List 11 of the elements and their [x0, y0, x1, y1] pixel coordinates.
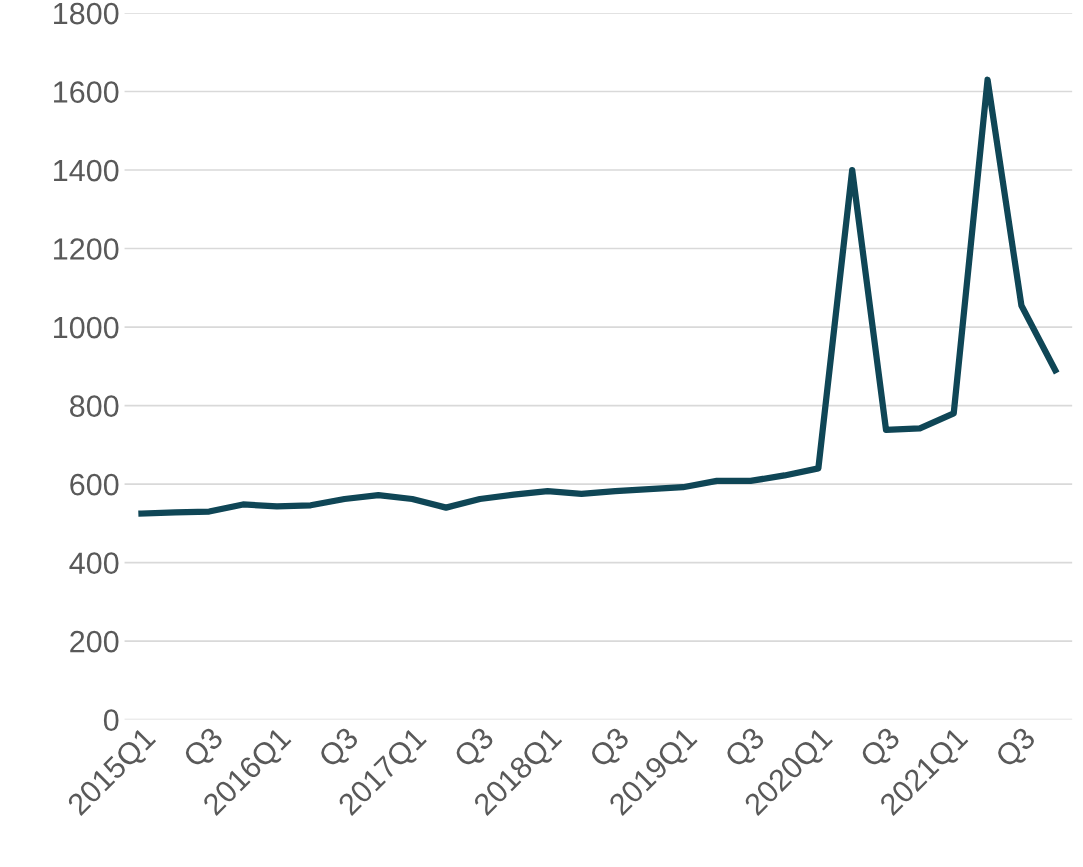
y-tick-label: 600 — [70, 473, 119, 496]
y-tick-label: 1000 — [54, 316, 119, 339]
y-tick-label: 1800 — [54, 2, 119, 25]
y-tick-label: 400 — [69, 552, 119, 574]
y-tick-label: 0 — [103, 709, 119, 731]
x-tick-label: Q3 — [994, 725, 1041, 773]
y-tick-label: 800 — [70, 395, 119, 417]
y-tick-label: 1600 — [54, 81, 119, 103]
y-tick-label: 1200 — [54, 238, 119, 260]
y-tick-label: 200 — [70, 630, 119, 653]
y-tick-label: 1400 — [54, 159, 119, 182]
